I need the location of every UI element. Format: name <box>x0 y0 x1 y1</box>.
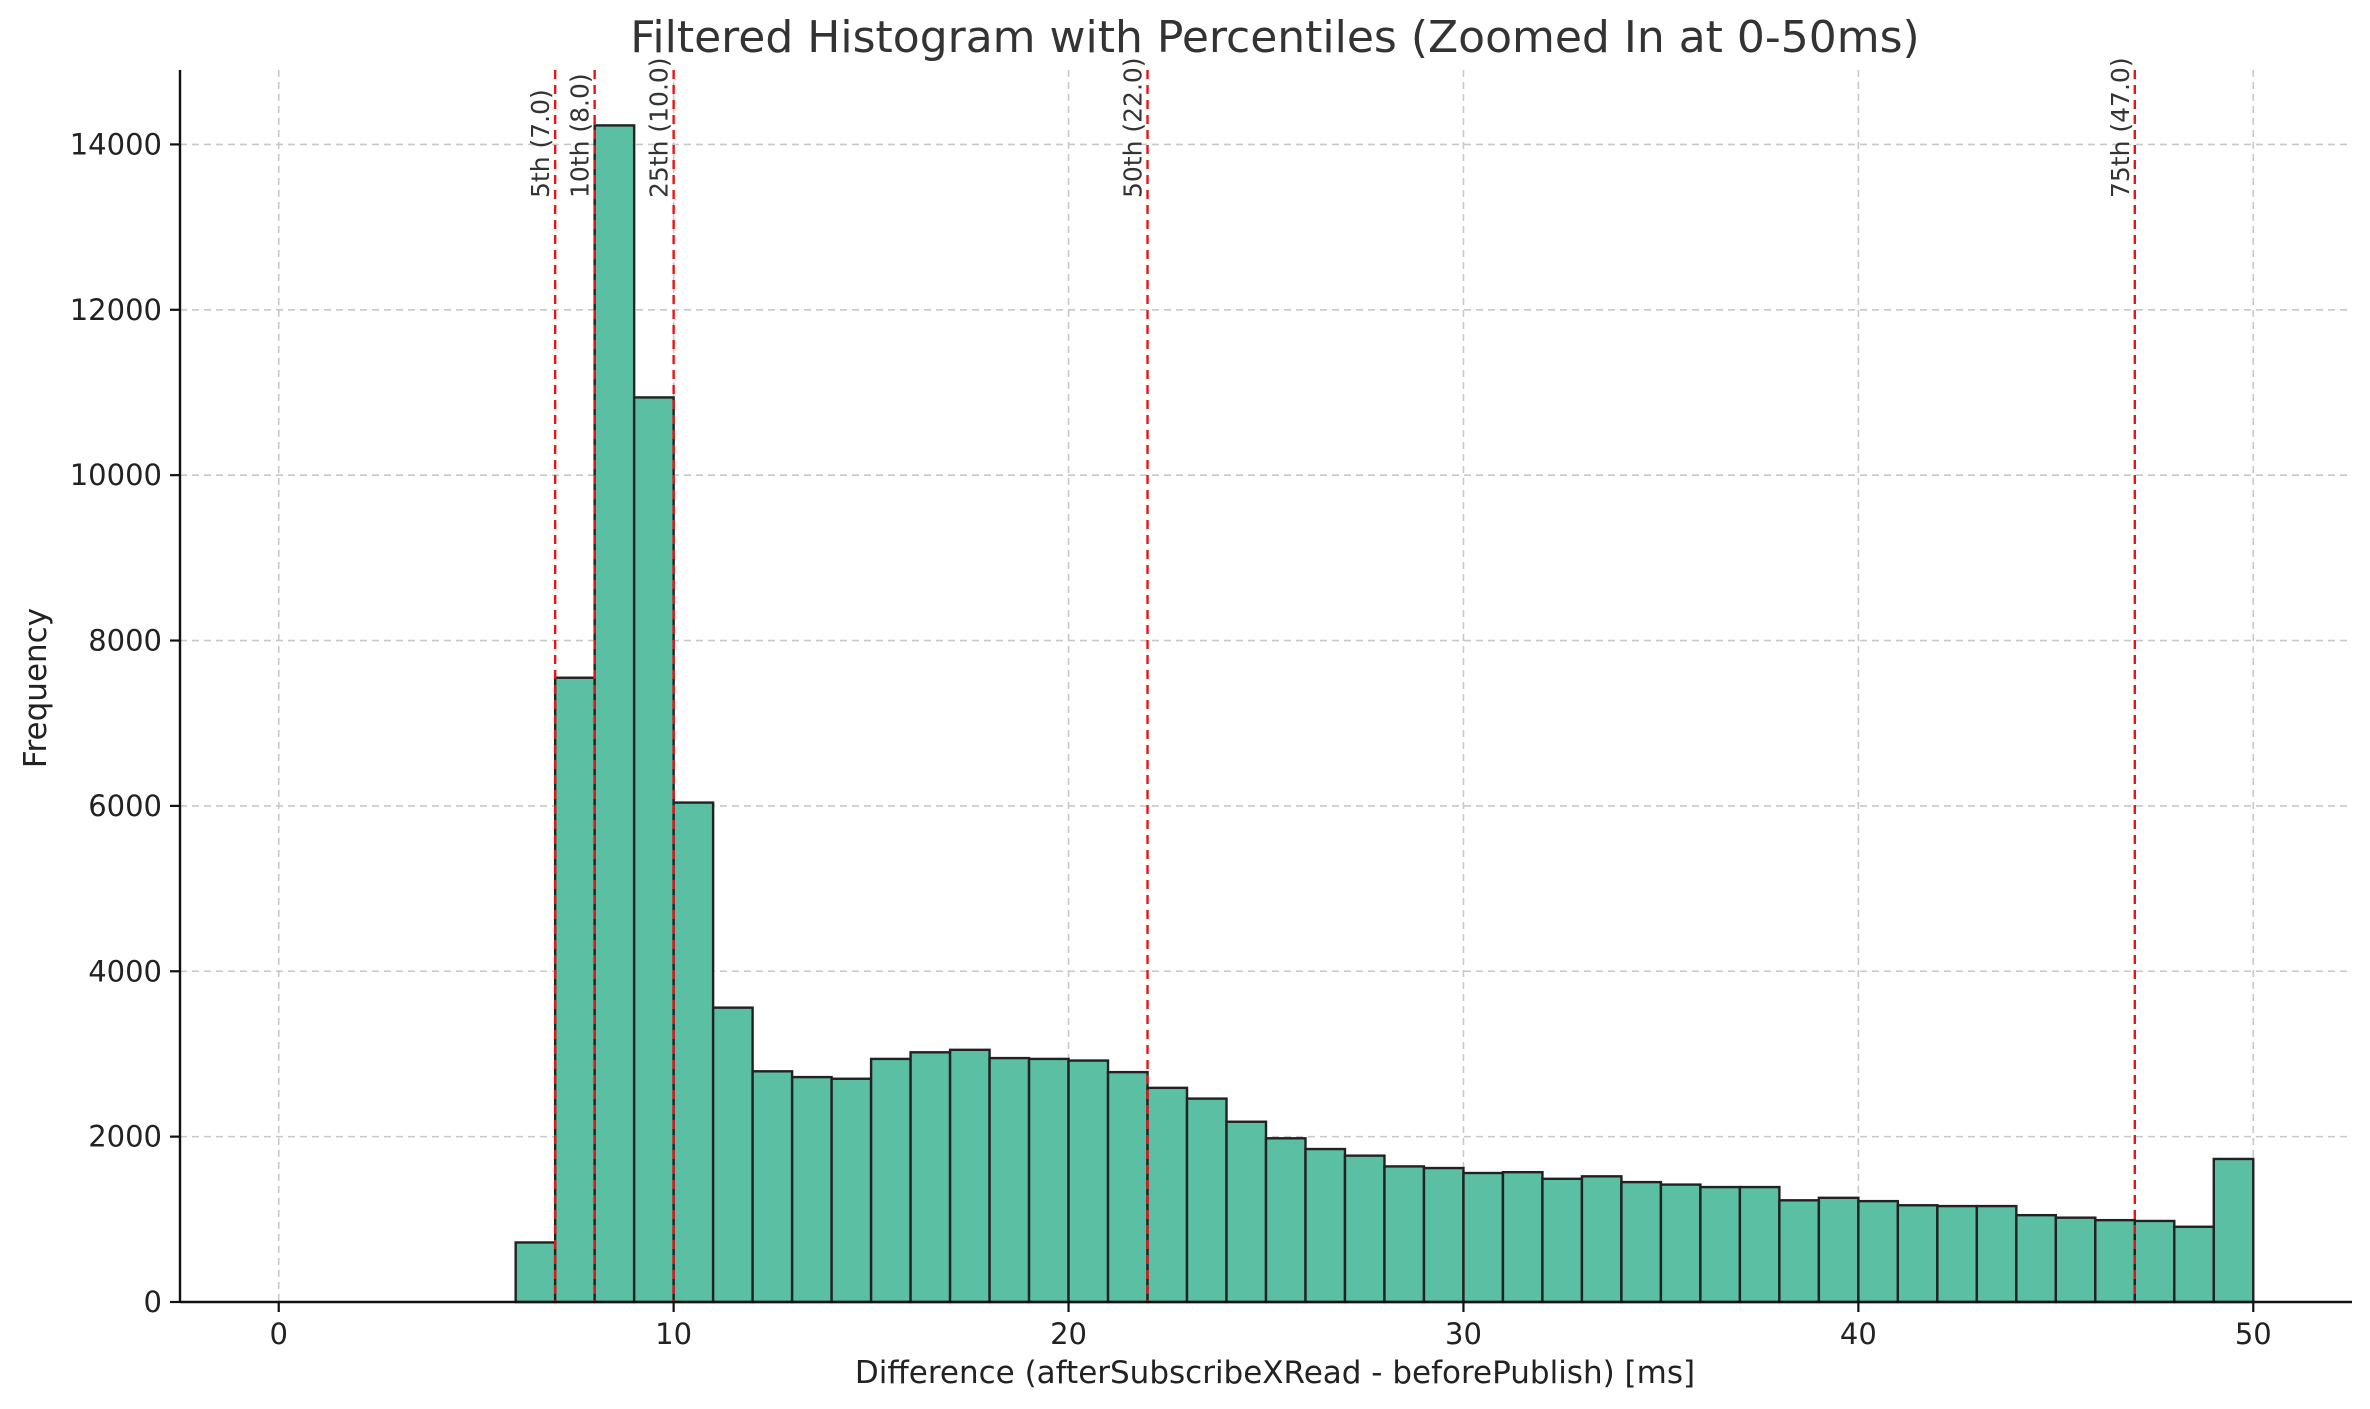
histogram-bar <box>948 1048 991 1304</box>
histogram-bar <box>1659 1183 1702 1304</box>
x-tick-label: 40 <box>1840 1317 1877 1351</box>
histogram-bar <box>1304 1147 1347 1304</box>
histogram-bar <box>1541 1177 1584 1304</box>
histogram-bar <box>1975 1204 2018 1304</box>
histogram-bar <box>1462 1171 1505 1304</box>
percentile-label: 5th (7.0) <box>526 89 555 198</box>
histogram-bar <box>632 396 675 1304</box>
percentile-label: 50th (22.0) <box>1119 57 1148 198</box>
histogram-bar <box>593 124 636 1304</box>
x-tick-label: 50 <box>2235 1317 2272 1351</box>
y-tick-label: 8000 <box>88 624 162 658</box>
x-tick-label: 10 <box>655 1317 692 1351</box>
histogram-bar <box>1620 1180 1663 1304</box>
histogram-bar <box>2054 1216 2097 1304</box>
x-tick-label: 20 <box>1050 1317 1087 1351</box>
axes-layer: 0 10 20 30 40 50 0 2000 4000 6000 8000 10000 12000 14… <box>70 70 2352 1351</box>
histogram-bar <box>2094 1218 2136 1304</box>
histogram-bar <box>1067 1059 1110 1304</box>
percentile-layer: 5th (7.0) 10th (8.0) 25th (10.0) 50th (22.0… <box>526 57 2137 1302</box>
bars-layer <box>514 124 2255 1304</box>
histogram-bar <box>1422 1166 1465 1304</box>
chart-title: Filtered Histogram with Percentiles (Zoo… <box>630 12 1919 63</box>
y-tick-label: 6000 <box>88 789 162 823</box>
histogram-bar <box>553 676 596 1304</box>
histogram-bar <box>2015 1213 2058 1304</box>
histogram-bar <box>988 1056 1031 1304</box>
histogram-bar <box>1936 1204 1979 1304</box>
histogram-bar <box>1896 1204 1939 1304</box>
x-axis-label: Difference (afterSubscribeXRead - before… <box>855 1355 1695 1391</box>
histogram-bar <box>1343 1154 1386 1304</box>
histogram-bar <box>909 1051 952 1304</box>
histogram-bar <box>1106 1070 1149 1304</box>
histogram-bar <box>711 1006 754 1304</box>
histogram-bar <box>1699 1185 1742 1304</box>
histogram-bar <box>2212 1157 2255 1304</box>
histogram-bar <box>1264 1137 1307 1304</box>
y-axis-label: Frequency <box>18 608 54 768</box>
histogram-bar <box>1383 1165 1426 1304</box>
x-tick-label: 30 <box>1445 1317 1482 1351</box>
histogram-bar <box>869 1057 912 1304</box>
histogram-bar <box>672 801 715 1304</box>
histogram-bar <box>514 1241 557 1304</box>
histogram-bar <box>1817 1196 1860 1304</box>
histogram-bar <box>2173 1225 2215 1304</box>
histogram-bar <box>1778 1199 1821 1304</box>
histogram-bar <box>1225 1120 1268 1304</box>
histogram-bar <box>1580 1175 1623 1304</box>
histogram-bar <box>1027 1057 1070 1304</box>
percentile-label: 10th (8.0) <box>566 73 595 198</box>
histogram-bar <box>1501 1170 1544 1304</box>
histogram-bar <box>1738 1185 1781 1304</box>
histogram-bar <box>1857 1199 1900 1304</box>
y-tick-label: 10000 <box>70 458 162 492</box>
y-tick-label: 4000 <box>88 954 162 988</box>
x-tick-label: 0 <box>270 1317 288 1351</box>
histogram-bar <box>830 1077 873 1304</box>
percentile-label: 25th (10.0) <box>645 57 674 198</box>
y-tick-label: 12000 <box>70 293 162 327</box>
y-tick-label: 2000 <box>88 1120 162 1154</box>
grid-layer <box>180 70 2352 1303</box>
histogram-bar <box>1185 1097 1228 1304</box>
histogram-bar <box>790 1075 833 1304</box>
histogram-bar <box>2133 1219 2176 1304</box>
y-tick-label: 14000 <box>70 127 162 161</box>
histogram-bar <box>1146 1086 1189 1304</box>
y-tick-label: 0 <box>144 1285 162 1319</box>
percentile-label: 75th (47.0) <box>2106 57 2135 198</box>
histogram-bar <box>751 1070 794 1304</box>
